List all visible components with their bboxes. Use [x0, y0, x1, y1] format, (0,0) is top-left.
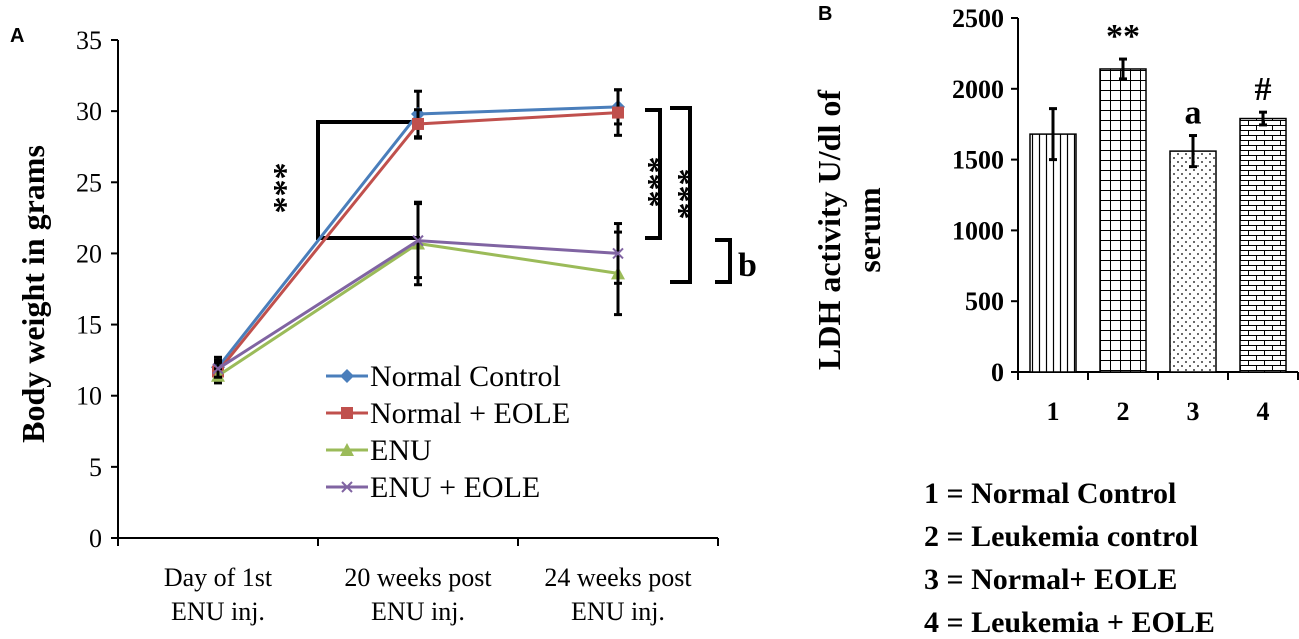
legend-label: ENU + EOLE — [370, 471, 540, 504]
panel-a-y-tick-label: 35 — [76, 26, 102, 55]
legend-marker — [341, 481, 353, 493]
panel-b-y-tick-label: 500 — [965, 287, 1004, 316]
legend-item: Normal + EOLE — [326, 397, 570, 430]
panel-b-bar-chart: B LDH activity U/dl of serum 0 500 1000 150… — [811, 3, 1299, 639]
legend-item: ENU — [326, 434, 432, 467]
bar-group-3: a — [1169, 95, 1217, 373]
panel-a-y-axis-title: Body weight in grams — [15, 145, 51, 443]
bar-group-1 — [1029, 107, 1077, 373]
data-point — [412, 234, 424, 247]
panel-b-y-tick-label: 1500 — [952, 146, 1004, 175]
data-point — [612, 106, 624, 119]
panel-a-x-tick-label: ENU inj. — [571, 597, 665, 626]
panel-b-x-tick-label: 4 — [1257, 397, 1270, 426]
annotation-stars-outer: *** — [671, 169, 708, 220]
panel-b-y-tick-label: 1000 — [952, 216, 1004, 245]
panel-a-x-tick-label: ENU inj. — [171, 597, 265, 626]
bracket-right-inner — [645, 108, 662, 240]
legend-marker — [341, 407, 353, 419]
panel-b-x-tick-label: 3 — [1187, 397, 1200, 426]
data-point — [412, 117, 424, 130]
annotation-b: b — [738, 247, 757, 284]
panel-a-significance-brackets: *** *** *** b — [267, 106, 757, 284]
panel-a-ticks: 0 5 10 15 20 25 30 35 Day of 1st ENU inj. 20 weeks… — [76, 26, 719, 626]
panel-b-x-tick-label: 2 — [1117, 397, 1130, 426]
panel-a-x-tick-label: 20 weeks post — [344, 563, 492, 592]
panel-b-y-tick-label: 2500 — [952, 4, 1004, 33]
panel-b-y-axis-title-line1: LDH activity U/dl of — [811, 90, 847, 370]
bar-significance-label: a — [1185, 95, 1202, 132]
panel-a-series — [211, 88, 625, 385]
bar — [1239, 117, 1287, 373]
panel-a-line-chart: A Body weight in grams 0 5 10 15 20 25 30 35 Day… — [10, 25, 757, 626]
panel-b-axes: 0 500 1000 1500 2000 2500 1 2 3 4 — [952, 4, 1299, 426]
series-enu-eole — [212, 202, 624, 379]
key-item-1: 1 = Normal Control — [924, 477, 1176, 510]
panel-a-x-tick-label: Day of 1st — [164, 563, 273, 592]
key-item-3: 3 = Normal+ EOLE — [924, 563, 1177, 596]
bar — [1099, 68, 1147, 373]
panel-b-bars: ** a # — [1029, 18, 1287, 373]
key-item-4: 4 = Leukemia + EOLE — [924, 606, 1215, 639]
legend-marker — [340, 443, 354, 456]
bar-group-4: # — [1239, 71, 1287, 373]
panel-a-y-tick-label: 15 — [76, 311, 102, 340]
panel-a-y-tick-label: 10 — [76, 382, 102, 411]
bar — [1029, 133, 1077, 373]
annotation-stars-inner: *** — [641, 157, 678, 208]
bar — [1169, 150, 1217, 373]
panel-b-letter: B — [818, 3, 832, 25]
legend-label: Normal + EOLE — [370, 397, 570, 430]
panel-a-legend: Normal Control Normal + EOLE ENU ENU + EOLE — [326, 360, 570, 504]
panel-b-y-axis-title-line2: serum — [851, 187, 887, 273]
bracket-right-outer — [670, 106, 692, 284]
annotation-stars-left: *** — [267, 163, 304, 214]
bar-group-2: ** — [1099, 18, 1147, 373]
panel-b-key: 1 = Normal Control 2 = Leukemia control … — [924, 477, 1215, 639]
legend-marker — [340, 369, 354, 383]
bar-significance-label: # — [1255, 71, 1272, 108]
panel-a-x-tick-label: ENU inj. — [371, 597, 465, 626]
panel-b-x-tick-label: 1 — [1047, 397, 1060, 426]
data-point — [612, 247, 624, 260]
panel-b-y-tick-label: 0 — [991, 358, 1004, 387]
panel-a-y-tick-label: 0 — [89, 524, 102, 553]
bar-significance-label: ** — [1106, 18, 1140, 55]
panel-a-y-tick-label: 30 — [76, 97, 102, 126]
panel-a-y-tick-label: 5 — [89, 453, 102, 482]
key-item-2: 2 = Leukemia control — [924, 520, 1198, 553]
legend-label: ENU — [370, 434, 432, 467]
legend-label: Normal Control — [370, 360, 561, 393]
bracket-b — [715, 238, 732, 284]
panel-a-axes — [117, 40, 718, 539]
legend-item: Normal Control — [326, 360, 561, 393]
panel-b-y-tick-label: 2000 — [952, 75, 1004, 104]
data-point — [212, 362, 224, 375]
panel-a-letter: A — [10, 25, 24, 47]
bracket-left — [316, 120, 420, 240]
panel-a-y-tick-label: 20 — [76, 239, 102, 268]
panel-a-y-tick-label: 25 — [76, 168, 102, 197]
legend-item: ENU + EOLE — [326, 471, 540, 504]
panel-a-x-tick-label: 24 weeks post — [544, 563, 692, 592]
